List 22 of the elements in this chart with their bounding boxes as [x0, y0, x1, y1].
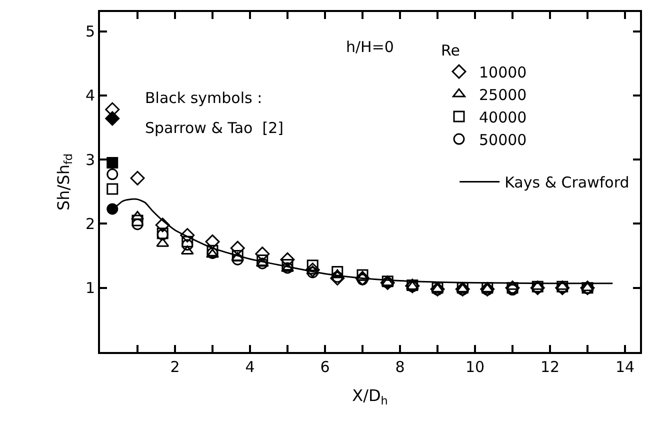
- x-tick-label: 6: [320, 358, 330, 376]
- legend-label: 25000: [479, 86, 527, 104]
- annotation: Sparrow & Tao [2]: [145, 119, 284, 137]
- y-tick-label: 5: [85, 22, 95, 40]
- legend-label: 10000: [479, 63, 527, 82]
- x-tick-label: 4: [245, 358, 255, 376]
- x-tick-label: 8: [395, 358, 405, 376]
- x-tick-label: 10: [465, 358, 485, 376]
- legend-label: Kays & Crawford: [504, 174, 630, 192]
- x-tick-label: 12: [540, 358, 560, 376]
- y-tick-label: 1: [85, 279, 95, 298]
- legend-title: Re: [441, 41, 460, 60]
- legend-label: 40000: [479, 108, 527, 126]
- y-tick-label: 4: [85, 86, 95, 105]
- annotation: Black symbols :: [145, 89, 262, 107]
- x-tick-label: 2: [170, 358, 180, 376]
- x-tick-label: 14: [615, 358, 635, 376]
- y-tick-label: 3: [85, 150, 95, 169]
- y-tick-label: 2: [85, 214, 95, 233]
- x-axis-title: X/D$_{h}$: [352, 386, 388, 408]
- annotation: h/H=0: [346, 38, 394, 56]
- legend-label: 50000: [479, 130, 527, 149]
